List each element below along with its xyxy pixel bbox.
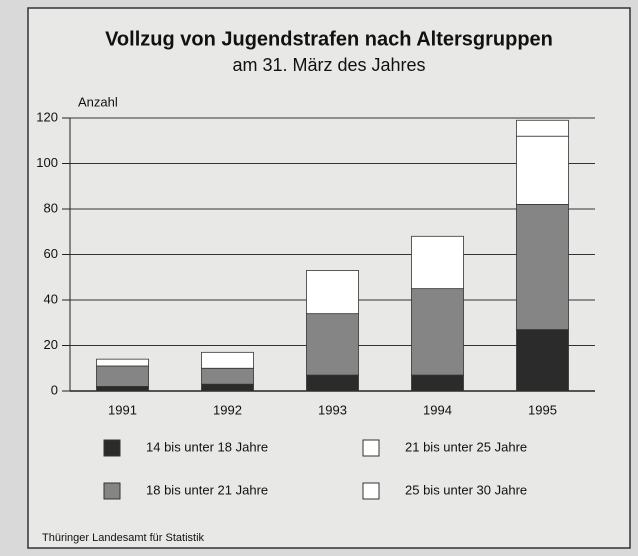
legend-label: 18 bis unter 21 Jahre — [146, 482, 268, 497]
y-tick-label: 100 — [36, 155, 58, 170]
x-tick-label: 1993 — [318, 402, 347, 417]
bar-segment — [201, 367, 254, 385]
bar-segment — [201, 351, 254, 369]
y-tick-label: 120 — [36, 109, 58, 124]
bar-segment — [96, 358, 149, 367]
bar-segment — [306, 374, 359, 392]
legend-label: 14 bis unter 18 Jahre — [146, 439, 268, 454]
legend-swatch — [362, 482, 380, 500]
legend-swatch — [103, 482, 121, 500]
bar-segment — [516, 204, 569, 330]
chart-title: Vollzug von Jugendstrafen nach Altersgru… — [105, 28, 553, 50]
bar-segment — [516, 135, 569, 205]
source: Thüringer Landesamt für Statistik — [42, 532, 205, 544]
bar-segment — [306, 313, 359, 376]
bar-segment — [306, 270, 359, 315]
y-tick-label: 60 — [44, 246, 58, 261]
bar-segment — [96, 365, 149, 387]
y-axis-label: Anzahl — [78, 94, 118, 109]
chart-subtitle: am 31. März des Jahres — [232, 55, 425, 75]
legend-label: 25 bis unter 30 Jahre — [405, 482, 527, 497]
y-tick-label: 40 — [44, 291, 58, 306]
bar-segment — [411, 235, 464, 290]
bar-segment — [411, 374, 464, 392]
y-tick-label: 0 — [51, 382, 58, 397]
legend-swatch — [362, 439, 380, 457]
y-tick-label: 80 — [44, 200, 58, 215]
x-tick-label: 1994 — [423, 402, 452, 417]
bar-segment — [96, 386, 149, 392]
bar-segment — [201, 383, 254, 392]
x-tick-label: 1995 — [528, 402, 557, 417]
legend-label: 21 bis unter 25 Jahre — [405, 439, 527, 454]
bar-segment — [516, 119, 569, 137]
y-tick-label: 20 — [44, 337, 58, 352]
bar-segment — [516, 329, 569, 392]
bar-segment — [411, 288, 464, 376]
x-tick-label: 1992 — [213, 402, 242, 417]
legend-swatch — [103, 439, 121, 457]
x-tick-label: 1991 — [108, 402, 137, 417]
